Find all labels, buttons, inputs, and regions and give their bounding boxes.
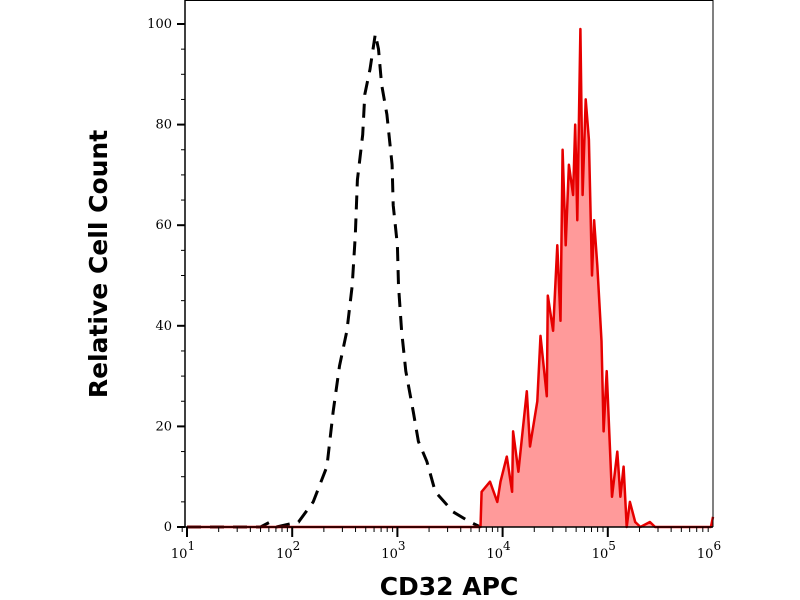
x-tick-exponent: 4 (503, 539, 511, 553)
stained-series-line (187, 27, 715, 529)
x-tick-base: 10 (381, 547, 398, 562)
y-tick-label: 40 (155, 319, 172, 334)
x-tick-label: 103 (381, 539, 405, 562)
y-tick-label: 100 (147, 17, 172, 32)
x-tick-exponent: 5 (608, 539, 616, 553)
x-tick-label: 104 (487, 539, 512, 562)
stained-series-fill (187, 29, 713, 527)
control-series-line (187, 33, 482, 529)
y-tick-label: 60 (155, 218, 172, 233)
series-layer (187, 27, 715, 529)
y-axis-title: Relative Cell Count (84, 130, 113, 398)
x-tick-exponent: 6 (713, 539, 721, 553)
x-tick-exponent: 3 (398, 539, 406, 553)
x-tick-exponent: 2 (293, 539, 301, 553)
x-tick-base: 10 (487, 547, 504, 562)
x-tick-base: 10 (592, 547, 609, 562)
x-tick-base: 10 (171, 547, 188, 562)
y-tick-label: 80 (155, 118, 172, 133)
x-tick-label: 105 (592, 539, 616, 562)
x-tick-base: 10 (276, 547, 293, 562)
x-tick-exponent: 1 (187, 539, 195, 553)
x-tick-label: 102 (276, 539, 300, 562)
y-tick-label: 0 (164, 520, 172, 535)
x-tick-label: 106 (697, 539, 721, 562)
x-tick-label: 101 (171, 539, 195, 562)
x-axis-title: CD32 APC (380, 572, 519, 600)
y-tick-label: 20 (155, 419, 172, 434)
x-tick-base: 10 (697, 547, 714, 562)
